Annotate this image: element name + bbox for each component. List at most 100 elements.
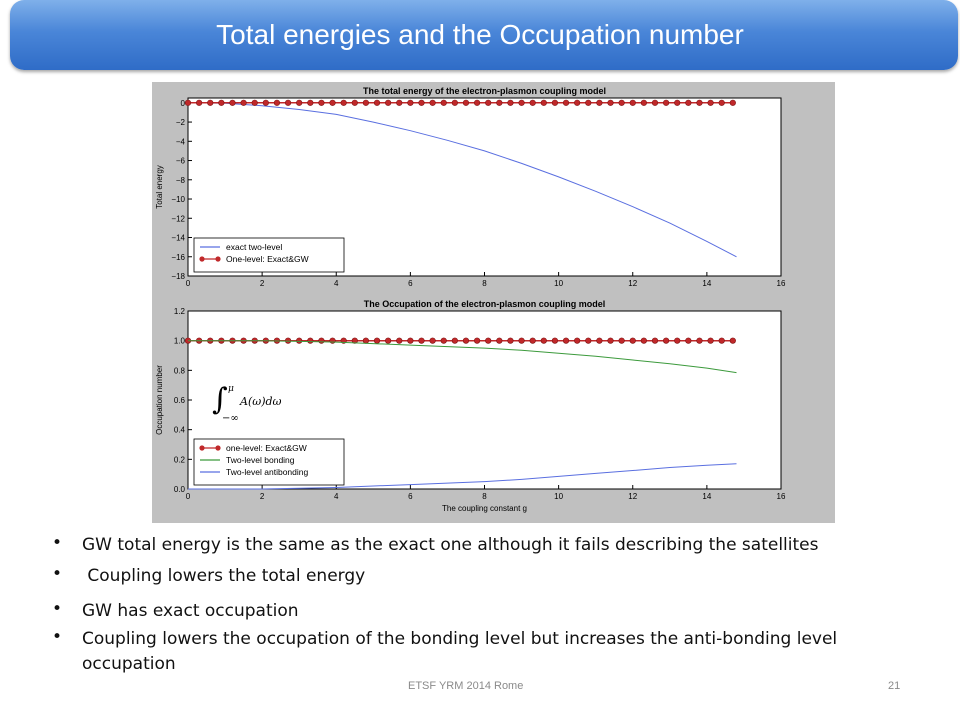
x-tick-label: 2 [260, 492, 265, 501]
y-tick-label: −16 [171, 253, 185, 262]
data-point [296, 337, 303, 344]
data-point [574, 99, 581, 106]
x-tick-label: 0 [186, 279, 191, 288]
data-point [607, 99, 614, 106]
data-point [429, 337, 436, 344]
slide-title: Total energies and the Occupation number [216, 19, 744, 50]
data-point [640, 99, 647, 106]
data-point [718, 99, 725, 106]
bullet-text: GW total energy is the same as the exact… [82, 535, 819, 555]
data-point [418, 99, 425, 106]
bullet-dot-icon: • [52, 533, 63, 553]
data-point [296, 99, 303, 106]
data-point [607, 337, 614, 344]
y-tick-label: −12 [171, 214, 185, 223]
y-tick-label: 0.6 [174, 396, 186, 405]
x-tick-label: 10 [554, 492, 563, 501]
page-number: 21 [888, 680, 901, 692]
data-point [473, 337, 481, 344]
legend-label: exact two-level [226, 242, 282, 252]
data-point [574, 337, 581, 344]
data-point [663, 99, 670, 106]
data-point [707, 99, 714, 106]
data-point [429, 99, 436, 106]
y-tick-label: 0.0 [174, 485, 186, 494]
charts-svg: The total energy of the electron-plasmon… [155, 86, 786, 513]
y-tick-label: 0 [181, 99, 186, 108]
x-axis-label: The coupling constant g [442, 504, 527, 513]
data-point [651, 99, 659, 106]
data-point [218, 99, 225, 106]
y-tick-label: −14 [171, 234, 185, 243]
bullet-text: Coupling lowers the total energy [82, 566, 366, 586]
figure: The total energy of the electron-plasmon… [152, 82, 835, 523]
chart-title: The Occupation of the electron-plasmon c… [364, 299, 606, 309]
data-point [618, 337, 625, 344]
x-tick-label: 4 [334, 492, 339, 501]
data-point [496, 337, 503, 344]
data-point [718, 337, 725, 344]
data-point [451, 337, 458, 344]
data-point [396, 99, 403, 106]
data-point [629, 99, 636, 106]
data-point [507, 337, 514, 344]
data-point [351, 337, 358, 344]
x-tick-label: 6 [408, 492, 413, 501]
x-tick-label: 16 [777, 492, 786, 501]
data-point [529, 99, 536, 106]
y-tick-label: 0.2 [174, 455, 186, 464]
data-point [251, 99, 258, 106]
y-tick-label: 1.0 [174, 337, 186, 346]
legend-box [193, 237, 345, 273]
data-point [440, 337, 447, 344]
data-point [596, 337, 603, 344]
data-point [696, 337, 703, 344]
integral-sign-icon: ∫ [212, 382, 228, 417]
y-tick-label: −4 [176, 137, 186, 146]
data-point [618, 99, 625, 106]
data-point [507, 99, 514, 106]
bullet-dot-icon: • [52, 599, 63, 619]
integral-lower-limit: −∞ [222, 413, 239, 424]
series-line-two-level-antibonding [188, 463, 737, 490]
data-point [396, 337, 403, 344]
data-point [585, 337, 592, 344]
y-tick-label: −2 [176, 118, 186, 127]
data-point [685, 337, 692, 344]
data-point [362, 99, 369, 106]
legend-label: One-level: Exact&GW [226, 254, 309, 264]
data-point [518, 99, 525, 106]
bullet-text: GW has exact occupation [82, 601, 299, 621]
data-point [562, 337, 570, 344]
data-point [663, 337, 670, 344]
y-tick-label: −10 [171, 195, 185, 204]
data-point [518, 337, 525, 344]
data-point [340, 99, 347, 106]
y-tick-label: 0.4 [174, 426, 186, 435]
legend-label: Two-level bonding [226, 455, 295, 465]
data-point [462, 99, 470, 106]
bullet-dot-icon: • [52, 627, 63, 647]
data-point [451, 99, 458, 106]
data-point [196, 99, 203, 106]
data-point [651, 337, 659, 344]
data-point [373, 337, 381, 344]
data-point [184, 99, 192, 106]
data-point [729, 337, 736, 344]
data-point [318, 99, 325, 106]
y-tick-label: 0.8 [174, 366, 186, 375]
data-point [540, 99, 547, 106]
data-point [373, 99, 381, 106]
data-point [329, 337, 336, 344]
data-point [529, 337, 536, 344]
legend-marker [215, 256, 221, 262]
x-tick-label: 4 [334, 279, 339, 288]
data-point [551, 99, 559, 106]
data-point [407, 99, 414, 106]
title-bar [10, 0, 958, 70]
data-point [307, 337, 314, 344]
legend-marker [199, 256, 205, 262]
bullet-dot-icon: • [52, 564, 63, 584]
y-tick-label: 1.2 [174, 307, 186, 316]
data-point [485, 99, 492, 106]
